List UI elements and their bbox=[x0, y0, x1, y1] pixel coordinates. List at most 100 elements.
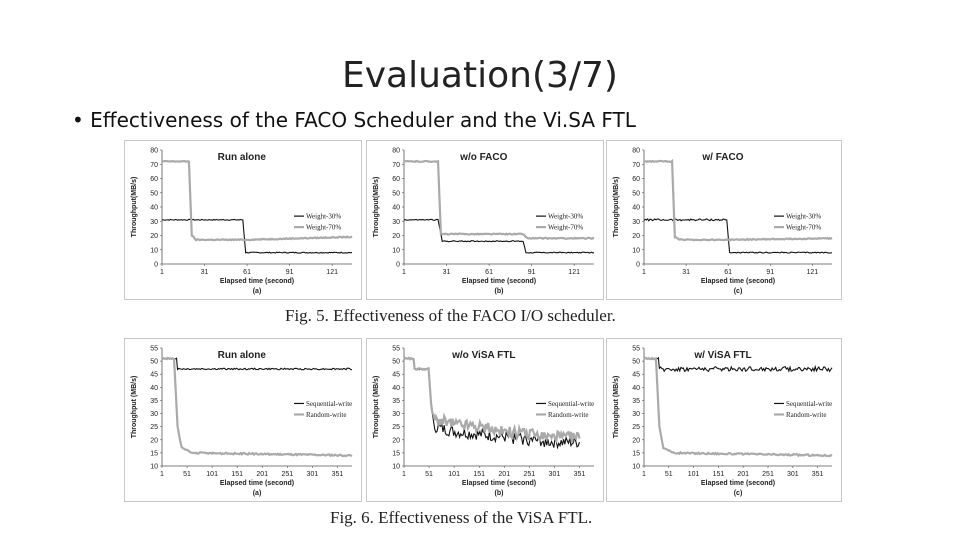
x-tick-label: 1 bbox=[402, 269, 406, 276]
series-line bbox=[643, 356, 833, 458]
y-tick-label: 45 bbox=[392, 372, 400, 379]
x-tick-label: 251 bbox=[762, 471, 774, 478]
legend-entry: Random-write bbox=[548, 411, 588, 419]
y-tick-label: 40 bbox=[150, 385, 158, 392]
y-tick-label: 60 bbox=[392, 176, 400, 183]
series-line bbox=[403, 356, 581, 444]
x-tick-label: 351 bbox=[332, 471, 344, 478]
x-tick-label: 91 bbox=[528, 269, 536, 276]
legend-entry: Weight-30% bbox=[548, 213, 583, 221]
y-axis-label: Throughput(MB/s) bbox=[131, 177, 138, 238]
y-tick-label: 10 bbox=[392, 247, 400, 254]
x-axis-label: Elapsed time (second) bbox=[701, 278, 775, 285]
x-axis-label: Elapsed time (second) bbox=[701, 480, 775, 487]
x-tick-label: 101 bbox=[206, 471, 218, 478]
x-tick-label: 121 bbox=[807, 269, 819, 276]
y-tick-label: 10 bbox=[632, 464, 640, 471]
y-tick-label: 50 bbox=[632, 359, 640, 366]
y-tick-label: 15 bbox=[632, 450, 640, 457]
x-tick-label: 201 bbox=[737, 471, 749, 478]
chart-title: w/o FACO bbox=[459, 152, 507, 163]
x-tick-label: 151 bbox=[713, 471, 725, 478]
y-tick-label: 20 bbox=[392, 437, 400, 444]
panel-label: (a) bbox=[253, 490, 262, 497]
y-tick-label: 35 bbox=[392, 398, 400, 405]
x-tick-label: 61 bbox=[485, 269, 493, 276]
x-tick-label: 251 bbox=[523, 471, 535, 478]
chart-title: w/o ViSA FTL bbox=[451, 350, 515, 361]
y-tick-label: 30 bbox=[392, 219, 400, 226]
x-axis-label: Elapsed time (second) bbox=[462, 278, 536, 285]
series-line bbox=[161, 218, 353, 254]
x-tick-label: 351 bbox=[812, 471, 824, 478]
chart-title: w/ ViSA FTL bbox=[693, 350, 751, 361]
series-line bbox=[643, 158, 833, 242]
y-tick-label: 30 bbox=[150, 219, 158, 226]
x-tick-label: 91 bbox=[286, 269, 294, 276]
y-tick-label: 40 bbox=[392, 385, 400, 392]
y-tick-label: 40 bbox=[632, 205, 640, 212]
y-axis-label: Throughput (MB/s) bbox=[373, 376, 380, 439]
y-tick-label: 80 bbox=[392, 148, 400, 155]
y-tick-label: 80 bbox=[632, 148, 640, 155]
legend-entry: Weight-70% bbox=[306, 224, 341, 232]
y-tick-label: 10 bbox=[392, 464, 400, 471]
legend-entry: Weight-70% bbox=[786, 224, 821, 232]
fig5-caption: Fig. 5. Effectiveness of the FACO I/O sc… bbox=[285, 306, 616, 325]
x-tick-label: 31 bbox=[201, 269, 209, 276]
y-tick-label: 10 bbox=[150, 464, 158, 471]
y-tick-label: 35 bbox=[150, 398, 158, 405]
y-axis-label: Throughput(MB/s) bbox=[373, 177, 380, 238]
y-tick-label: 10 bbox=[632, 247, 640, 254]
legend-entry: Random-write bbox=[786, 411, 826, 419]
x-tick-label: 91 bbox=[766, 269, 774, 276]
y-tick-label: 25 bbox=[150, 424, 158, 431]
slide-title: Evaluation(3/7) bbox=[342, 55, 618, 96]
y-tick-label: 50 bbox=[392, 359, 400, 366]
x-tick-label: 1 bbox=[402, 471, 406, 478]
y-tick-label: 50 bbox=[150, 359, 158, 366]
chart-fig5-a: 0 10 20 30 40 50 60 70 80 1 31 61 91 121 Elapsed time … bbox=[124, 140, 362, 300]
chart-fig5-b: 0 10 20 30 40 50 60 70 80 1 31 61 91 121 Elapsed time … bbox=[366, 140, 604, 300]
y-tick-label: 0 bbox=[396, 262, 400, 269]
y-tick-label: 30 bbox=[632, 411, 640, 418]
y-tick-label: 55 bbox=[632, 346, 640, 353]
legend-entry: Sequential-write bbox=[786, 400, 832, 408]
x-tick-label: 31 bbox=[682, 269, 690, 276]
y-tick-label: 30 bbox=[150, 411, 158, 418]
y-tick-label: 45 bbox=[632, 372, 640, 379]
x-tick-label: 1 bbox=[160, 269, 164, 276]
y-tick-label: 40 bbox=[150, 205, 158, 212]
chart-title: Run alone bbox=[218, 152, 267, 163]
y-tick-label: 0 bbox=[154, 262, 158, 269]
y-tick-label: 20 bbox=[392, 233, 400, 240]
y-tick-label: 40 bbox=[392, 205, 400, 212]
x-tick-label: 101 bbox=[448, 471, 460, 478]
x-tick-label: 51 bbox=[425, 471, 433, 478]
legend-entry: Weight-30% bbox=[786, 213, 821, 221]
y-tick-label: 55 bbox=[392, 346, 400, 353]
y-tick-label: 0 bbox=[636, 262, 640, 269]
x-tick-label: 121 bbox=[568, 269, 580, 276]
x-tick-label: 1 bbox=[642, 471, 646, 478]
series-line bbox=[161, 357, 353, 371]
x-tick-label: 201 bbox=[498, 471, 510, 478]
y-tick-label: 20 bbox=[632, 437, 640, 444]
y-tick-label: 60 bbox=[150, 176, 158, 183]
y-tick-label: 70 bbox=[632, 162, 640, 169]
y-tick-label: 55 bbox=[150, 346, 158, 353]
y-tick-label: 30 bbox=[632, 219, 640, 226]
chart-frame bbox=[606, 338, 842, 502]
panel-label: (b) bbox=[495, 490, 504, 497]
y-tick-label: 25 bbox=[632, 424, 640, 431]
y-tick-label: 20 bbox=[632, 233, 640, 240]
series-line bbox=[161, 356, 353, 458]
chart-frame bbox=[366, 338, 604, 502]
series-line bbox=[643, 356, 833, 373]
y-tick-label: 20 bbox=[150, 233, 158, 240]
series-line bbox=[403, 159, 595, 241]
legend-entry: Sequential-write bbox=[306, 400, 352, 408]
y-tick-label: 80 bbox=[150, 148, 158, 155]
